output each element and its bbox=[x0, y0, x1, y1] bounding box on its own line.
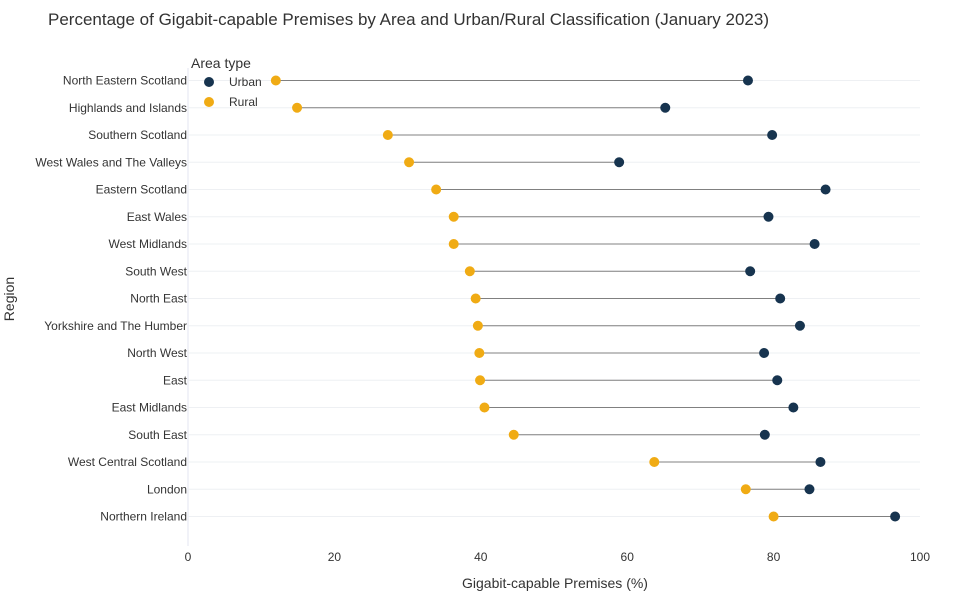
rural-point[interactable] bbox=[448, 239, 459, 249]
rural-point[interactable] bbox=[768, 511, 779, 522]
y-axis-labels: North Eastern Scotland Highlands and Isla… bbox=[35, 74, 187, 524]
rural-point[interactable] bbox=[404, 157, 415, 168]
y-tick-label: East Wales bbox=[127, 210, 187, 224]
urban-point[interactable] bbox=[890, 511, 901, 522]
legend-title: Area type bbox=[191, 55, 251, 71]
rural-point[interactable] bbox=[474, 348, 485, 358]
x-tick-label: 100 bbox=[910, 550, 930, 564]
rural-point[interactable] bbox=[292, 102, 303, 113]
rural-point[interactable] bbox=[740, 484, 751, 495]
y-tick-label: London bbox=[147, 482, 187, 496]
y-axis-title: Region bbox=[1, 277, 17, 321]
legend-item-urban[interactable]: Urban bbox=[204, 75, 262, 89]
x-tick-label: 80 bbox=[767, 550, 781, 564]
y-tick-label: West Central Scotland bbox=[68, 455, 187, 469]
y-tick-label: Eastern Scotland bbox=[96, 183, 187, 197]
y-tick-label: Highlands and Islands bbox=[69, 101, 187, 115]
rural-point[interactable] bbox=[464, 266, 475, 277]
x-axis-title: Gigabit-capable Premises (%) bbox=[462, 575, 648, 591]
urban-point[interactable] bbox=[788, 402, 799, 413]
y-tick-label: West Wales and The Valleys bbox=[35, 155, 187, 169]
rural-point[interactable] bbox=[470, 293, 481, 304]
legend-item-rural[interactable]: Rural bbox=[204, 95, 258, 109]
y-tick-label: North West bbox=[127, 346, 187, 360]
y-tick-label: Yorkshire and The Humber bbox=[44, 319, 187, 333]
urban-point[interactable] bbox=[775, 293, 786, 304]
legend-marker bbox=[204, 77, 214, 87]
data-points bbox=[270, 75, 901, 522]
rural-point[interactable] bbox=[448, 211, 459, 222]
x-tick-label: 20 bbox=[328, 550, 342, 564]
y-tick-label: West Midlands bbox=[109, 237, 187, 251]
legend-marker bbox=[204, 97, 214, 107]
x-tick-label: 60 bbox=[621, 550, 635, 564]
urban-point[interactable] bbox=[742, 75, 753, 86]
urban-point[interactable] bbox=[815, 457, 826, 467]
legend-label: Urban bbox=[229, 75, 262, 89]
urban-point[interactable] bbox=[660, 102, 671, 113]
gridlines bbox=[187, 68, 920, 546]
y-tick-label: East bbox=[163, 373, 188, 387]
y-tick-label: North Eastern Scotland bbox=[63, 74, 187, 88]
urban-point[interactable] bbox=[767, 130, 778, 140]
legend[interactable]: Area type Urban Rural bbox=[191, 55, 262, 109]
connectors bbox=[275, 80, 896, 517]
urban-point[interactable] bbox=[759, 429, 770, 440]
urban-point[interactable] bbox=[772, 375, 783, 386]
urban-point[interactable] bbox=[614, 157, 625, 168]
y-tick-label: South West bbox=[125, 264, 187, 278]
y-tick-label: East Midlands bbox=[112, 401, 187, 415]
urban-point[interactable] bbox=[809, 239, 820, 249]
rural-point[interactable] bbox=[649, 457, 660, 467]
y-tick-label: Southern Scotland bbox=[88, 128, 187, 142]
urban-point[interactable] bbox=[804, 484, 815, 495]
rural-point[interactable] bbox=[479, 402, 490, 413]
y-tick-label: Northern Ireland bbox=[100, 510, 187, 524]
rural-point[interactable] bbox=[472, 320, 483, 331]
y-tick-label: South East bbox=[128, 428, 187, 442]
x-tick-label: 0 bbox=[185, 550, 192, 564]
urban-point[interactable] bbox=[820, 184, 831, 195]
chart-title: Percentage of Gigabit-capable Premises b… bbox=[48, 10, 769, 29]
urban-point[interactable] bbox=[763, 211, 774, 222]
rural-point[interactable] bbox=[431, 184, 442, 195]
x-tick-label: 40 bbox=[474, 550, 488, 564]
rural-point[interactable] bbox=[382, 130, 393, 140]
urban-point[interactable] bbox=[745, 266, 756, 277]
rural-point[interactable] bbox=[475, 375, 486, 386]
urban-point[interactable] bbox=[794, 320, 805, 331]
urban-point[interactable] bbox=[759, 348, 770, 358]
legend-label: Rural bbox=[229, 95, 258, 109]
y-tick-label: North East bbox=[130, 292, 187, 306]
rural-point[interactable] bbox=[508, 429, 519, 440]
rural-point[interactable] bbox=[270, 75, 281, 86]
x-axis-ticks: 0 20 40 60 80 100 bbox=[185, 550, 931, 564]
